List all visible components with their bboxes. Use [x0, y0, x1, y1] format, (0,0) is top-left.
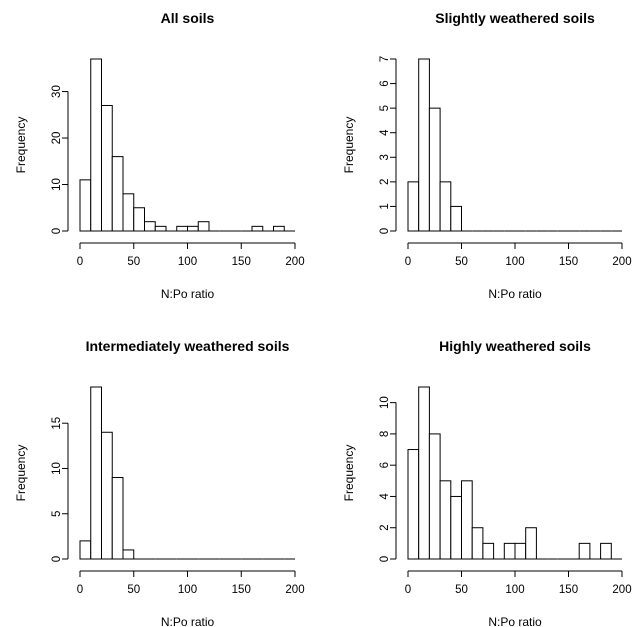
panel-title: All soils [161, 10, 215, 26]
y-tick-label: 3 [379, 154, 391, 160]
histogram-bar [503, 542, 516, 560]
y-tick-label: 20 [51, 132, 63, 145]
x-axis-label: N:Po ratio [488, 287, 542, 301]
x-tick-label: 100 [505, 584, 524, 596]
histogram-bar [407, 449, 420, 560]
y-tick-label: 4 [379, 129, 391, 136]
histogram-bar [79, 540, 92, 560]
y-tick-label: 15 [51, 417, 63, 430]
y-tick-label: 0 [51, 228, 63, 234]
histogram-bar [144, 221, 156, 232]
x-tick-label: 100 [178, 584, 197, 596]
y-tick-label: 10 [51, 178, 63, 191]
y-axis-label: Frequency [14, 117, 28, 174]
x-axis-label: N:Po ratio [161, 615, 215, 627]
histogram-bar [197, 221, 210, 232]
histogram-bar [578, 542, 591, 560]
histogram-bar [482, 542, 495, 560]
histogram-bar [514, 542, 527, 560]
x-tick-label: 200 [285, 584, 304, 596]
x-tick-label: 150 [232, 256, 251, 268]
histogram-bar [79, 179, 92, 232]
histogram-bar [101, 431, 113, 560]
y-tick-label: 2 [379, 525, 391, 531]
histogram-bar [407, 181, 420, 232]
histogram-bar [439, 480, 452, 560]
y-axis-label: Frequency [342, 117, 356, 174]
y-tick-label: 2 [379, 179, 391, 185]
histogram-bar [122, 193, 135, 232]
y-tick-label: 4 [379, 493, 391, 500]
y-tick-label: 0 [379, 228, 391, 234]
histogram-bar [439, 181, 452, 232]
x-tick-label: 0 [405, 584, 411, 596]
panel-title: Highly weathered soils [439, 338, 591, 354]
histogram-bar [111, 156, 124, 232]
x-tick-label: 200 [612, 256, 631, 268]
histogram-bar [154, 225, 167, 232]
x-tick-label: 0 [405, 256, 411, 268]
histogram-bar [122, 549, 135, 560]
x-tick-label: 100 [178, 256, 197, 268]
x-tick-label: 200 [285, 256, 304, 268]
histogram-bar [418, 58, 430, 232]
x-tick-label: 150 [232, 584, 251, 596]
histogram-bar [251, 225, 264, 232]
histogram-bar [111, 477, 124, 560]
x-tick-label: 50 [127, 584, 140, 596]
histogram-bar [90, 386, 102, 560]
histogram-bar [450, 495, 462, 560]
y-tick-label: 5 [379, 105, 391, 111]
y-tick-label: 6 [379, 80, 391, 86]
histogram-bar [176, 225, 188, 232]
histogram-bar [428, 107, 441, 232]
y-tick-label: 6 [379, 462, 391, 468]
histogram-bar [428, 433, 441, 560]
x-tick-label: 150 [559, 256, 578, 268]
histogram-bar [471, 527, 484, 560]
x-tick-label: 150 [559, 584, 578, 596]
x-tick-label: 0 [77, 256, 83, 268]
y-tick-label: 10 [51, 462, 63, 475]
histogram-bar [133, 207, 145, 232]
x-axis-label: N:Po ratio [488, 615, 542, 627]
y-tick-label: 10 [379, 396, 391, 409]
histogram-bar [187, 225, 199, 232]
histogram-bar [90, 58, 102, 232]
histogram-bar [525, 527, 537, 560]
histogram-bar [418, 386, 430, 560]
x-tick-label: 50 [455, 256, 468, 268]
panel-title: Intermediately weathered soils [86, 338, 290, 354]
histogram-bar [101, 104, 113, 232]
y-tick-label: 8 [379, 431, 391, 437]
y-tick-label: 5 [51, 511, 63, 517]
y-tick-label: 7 [379, 56, 391, 62]
y-axis-label: Frequency [14, 445, 28, 502]
histogram-bar [273, 225, 285, 232]
x-axis-label: N:Po ratio [161, 287, 215, 301]
histogram-bar [450, 205, 462, 232]
y-axis-label: Frequency [342, 445, 356, 502]
panel-title: Slightly weathered soils [435, 10, 595, 26]
y-tick-label: 0 [379, 556, 391, 562]
y-tick-label: 0 [51, 556, 63, 562]
x-tick-label: 0 [77, 584, 83, 596]
histogram-bar [600, 542, 612, 560]
y-tick-label: 30 [51, 85, 63, 98]
x-tick-label: 50 [127, 256, 140, 268]
x-tick-label: 100 [505, 256, 524, 268]
y-tick-label: 1 [379, 203, 391, 209]
x-tick-label: 50 [455, 584, 468, 596]
histogram-bar [461, 480, 473, 560]
x-tick-label: 200 [612, 584, 631, 596]
